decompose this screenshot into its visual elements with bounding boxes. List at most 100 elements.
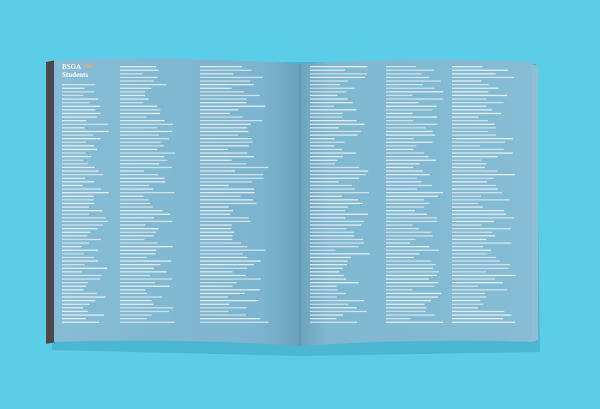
name-line [386, 76, 430, 79]
name-line [452, 228, 512, 230]
name-line [120, 213, 171, 215]
name-line [120, 264, 161, 266]
name-line [310, 282, 359, 284]
name-line [310, 181, 339, 183]
name-line [62, 231, 91, 233]
name-line [62, 112, 101, 115]
name-line [452, 73, 496, 75]
name-line [200, 109, 239, 111]
name-line [120, 138, 169, 140]
name-line [386, 274, 437, 277]
name-line [452, 246, 483, 248]
name-line [310, 292, 346, 295]
name-line [200, 278, 261, 280]
name-line [200, 292, 245, 295]
name-line [386, 202, 430, 205]
name-line [310, 156, 344, 158]
name-line [386, 195, 438, 197]
name-line [200, 105, 266, 107]
name-line [452, 267, 509, 269]
name-line [452, 130, 489, 133]
name-line [120, 69, 159, 71]
name-line [452, 87, 499, 89]
name-line [310, 321, 357, 323]
name-line [62, 116, 98, 118]
name-line [310, 210, 346, 212]
name-line [62, 120, 87, 122]
name-line [310, 163, 336, 165]
name-line [386, 206, 425, 208]
name-line [386, 282, 439, 284]
name-line [386, 102, 419, 104]
subtitle: Students [62, 71, 88, 79]
name-line [452, 94, 507, 97]
name-line [62, 314, 104, 316]
name-line [62, 130, 109, 133]
name-line [200, 307, 247, 309]
name-line [120, 303, 154, 305]
name-line [200, 213, 231, 215]
name-line [62, 109, 96, 111]
name-line [120, 267, 154, 269]
name-line [120, 174, 159, 176]
name-line [120, 292, 147, 295]
name-line [310, 184, 353, 187]
name-line [386, 199, 424, 201]
name-line [310, 145, 335, 147]
name-line [62, 202, 95, 205]
name-line [386, 130, 433, 133]
name-line [310, 271, 340, 273]
name-line [62, 177, 86, 179]
name-line [386, 177, 418, 179]
name-line [62, 282, 88, 284]
name-line [386, 246, 430, 248]
name-line [386, 224, 413, 226]
name-line [310, 138, 335, 140]
name-line [120, 307, 174, 309]
name-line [62, 220, 108, 223]
name-line [62, 264, 85, 266]
name-line [200, 98, 247, 100]
name-line [386, 210, 415, 212]
name-line [310, 231, 355, 233]
name-line [452, 289, 508, 291]
name-line [386, 148, 414, 151]
name-line [120, 289, 146, 291]
name-line [200, 242, 242, 244]
name-line [62, 199, 94, 201]
name-line [452, 314, 512, 316]
name-line [120, 260, 171, 262]
name-line [62, 256, 95, 259]
name-line [310, 73, 367, 75]
name-line [310, 192, 369, 194]
name-line [200, 253, 243, 255]
name-line [200, 181, 252, 183]
name-line [310, 98, 348, 100]
name-line [200, 102, 247, 104]
name-line [310, 249, 336, 251]
name-line [200, 220, 251, 223]
name-line [200, 91, 244, 93]
name-line [62, 267, 107, 269]
name-line [386, 296, 438, 298]
name-line [386, 69, 434, 71]
name-line [62, 195, 94, 197]
name-line [62, 152, 86, 154]
name-line [386, 260, 432, 262]
name-line [200, 184, 229, 187]
name-line [452, 264, 511, 266]
name-line [310, 195, 343, 197]
name-line [62, 246, 82, 248]
name-line [62, 134, 94, 136]
name-line [386, 94, 413, 97]
name-line [120, 170, 145, 172]
name-line [386, 228, 419, 230]
name-line [200, 170, 235, 172]
name-line [120, 310, 169, 313]
name-line [310, 66, 368, 68]
name-line [310, 91, 347, 93]
name-line [62, 271, 82, 273]
name-line [452, 188, 498, 190]
name-line [452, 296, 487, 298]
name-line [452, 163, 487, 165]
